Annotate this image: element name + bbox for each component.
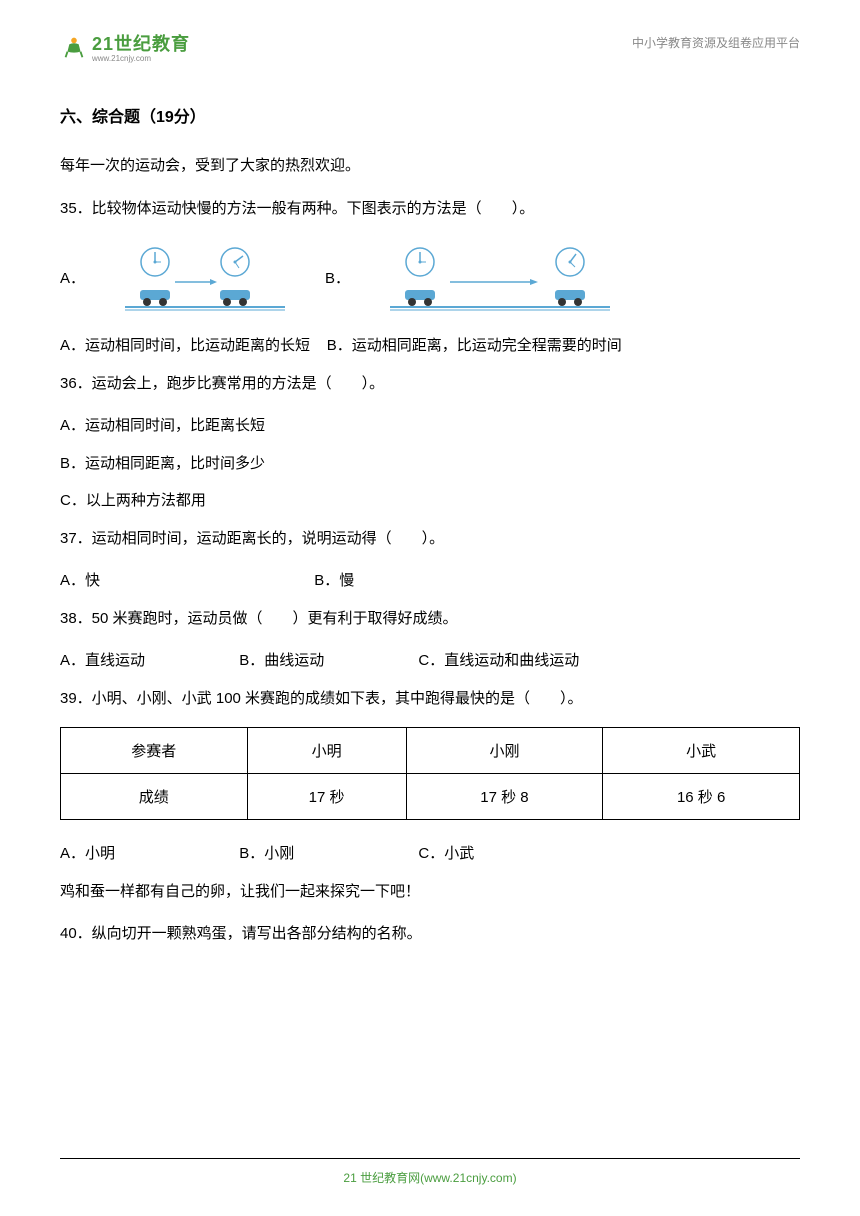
q36-option-b: B．运动相同距离，比时间多少 — [60, 445, 800, 483]
q36-option-a: A．运动相同时间，比距离长短 — [60, 407, 800, 445]
table-header-0: 参赛者 — [61, 728, 248, 774]
q39-option-b: B．小刚 — [239, 835, 294, 873]
q37-text: 37．运动相同时间，运动距离长的，说明运动得（ ）。 — [60, 520, 800, 558]
table-row-label: 成绩 — [61, 774, 248, 820]
q36-text: 36．运动会上，跑步比赛常用的方法是（ ）。 — [60, 365, 800, 403]
q37-option-b: B．慢 — [314, 572, 354, 589]
table-header-2: 小刚 — [406, 728, 603, 774]
diagram-a — [125, 242, 285, 312]
section-intro: 每年一次的运动会，受到了大家的热烈欢迎。 — [60, 147, 800, 185]
q39-options: A．小明 B．小刚 C．小武 — [60, 835, 800, 873]
q40-text: 40．纵向切开一颗熟鸡蛋，请写出各部分结构的名称。 — [60, 915, 800, 953]
q38-option-b: B．曲线运动 — [239, 642, 324, 680]
q35-option-a: A．运动相同时间，比运动距离的长短 — [60, 337, 310, 354]
logo-text: 21世纪教育 — [92, 30, 190, 56]
q35-text: 35．比较物体运动快慢的方法一般有两种。下图表示的方法是（ ）。 — [60, 190, 800, 228]
platform-text: 中小学教育资源及组卷应用平台 — [632, 34, 800, 51]
q39-option-c: C．小武 — [418, 845, 474, 862]
page-footer: 21 世纪教育网(www.21cnjy.com) — [60, 1158, 800, 1186]
q37-options: A．快 B．慢 — [60, 562, 800, 600]
table-header-1: 小明 — [247, 728, 406, 774]
table-row: 成绩 17 秒 17 秒 8 16 秒 6 — [61, 774, 800, 820]
logo-icon — [60, 33, 88, 61]
q35-label-a: A． — [60, 267, 85, 288]
table-cell-2: 16 秒 6 — [603, 774, 800, 820]
footer-text: 21 世纪教育网(www.21cnjy.com) — [343, 1171, 516, 1185]
q35-diagrams: A． B． — [60, 242, 800, 312]
q40-intro: 鸡和蚕一样都有自己的卵，让我们一起来探究一下吧！ — [60, 873, 800, 911]
q37-option-a: A．快 — [60, 562, 100, 600]
q39-text: 39．小明、小刚、小武 100 米赛跑的成绩如下表，其中跑得最快的是（ ）。 — [60, 680, 800, 718]
table-cell-0: 17 秒 — [247, 774, 406, 820]
table-header-3: 小武 — [603, 728, 800, 774]
q35-label-b: B． — [325, 267, 350, 288]
q38-options: A．直线运动 B．曲线运动 C．直线运动和曲线运动 — [60, 642, 800, 680]
section-title: 六、综合题（19分） — [60, 103, 800, 127]
q38-option-c: C．直线运动和曲线运动 — [418, 652, 579, 669]
table-row: 参赛者 小明 小刚 小武 — [61, 728, 800, 774]
page-header: 21世纪教育 www.21cnjy.com 中小学教育资源及组卷应用平台 — [60, 30, 800, 63]
q35-option-b: B．运动相同距离，比运动完全程需要的时间 — [327, 337, 622, 354]
table-cell-1: 17 秒 8 — [406, 774, 603, 820]
diagram-b — [390, 242, 610, 312]
logo-area: 21世纪教育 www.21cnjy.com — [60, 30, 190, 63]
q38-option-a: A．直线运动 — [60, 642, 145, 680]
q35-options: A．运动相同时间，比运动距离的长短 B．运动相同距离，比运动完全程需要的时间 — [60, 327, 800, 365]
score-table: 参赛者 小明 小刚 小武 成绩 17 秒 17 秒 8 16 秒 6 — [60, 727, 800, 820]
q39-option-a: A．小明 — [60, 835, 115, 873]
q36-option-c: C．以上两种方法都用 — [60, 482, 800, 520]
q38-text: 38．50 米赛跑时，运动员做（ ）更有利于取得好成绩。 — [60, 600, 800, 638]
